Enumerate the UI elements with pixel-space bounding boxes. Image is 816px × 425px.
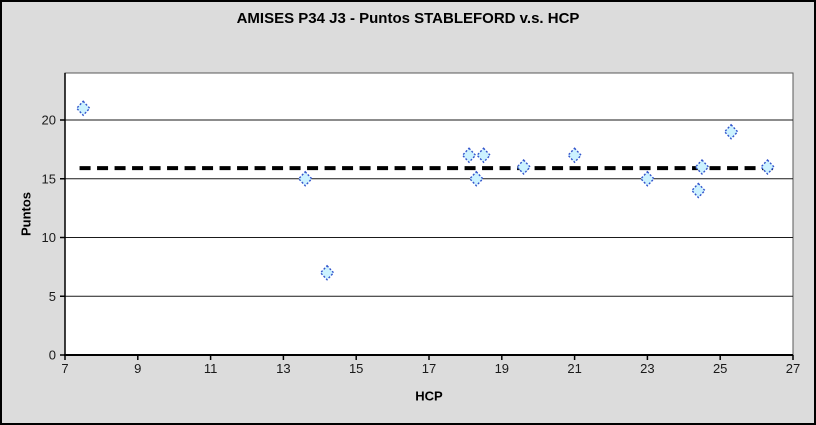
x-tick-label: 7 [61,361,68,376]
data-point-marker [476,147,492,164]
x-tick-label: 25 [713,361,727,376]
y-tick-label: 10 [42,230,56,245]
data-point-marker [461,147,477,164]
plot-background [64,72,794,356]
x-tick-label: 21 [567,361,581,376]
x-axis-title: HCP [415,388,443,404]
x-tick-label: 11 [204,361,218,376]
chart-title: AMISES P34 J3 - Puntos STABLEFORD v.s. H… [236,10,580,27]
x-tick-label: 27 [786,361,800,376]
x-tick-label: 17 [422,361,436,376]
data-point-marker [694,158,710,176]
data-point-marker [723,123,739,140]
data-point-marker [468,170,484,187]
data-point-marker [639,170,655,187]
y-tick-label: 5 [49,289,56,304]
y-tick-label: 0 [49,348,56,363]
data-point-marker [760,158,775,176]
x-tick-label: 19 [495,361,509,376]
data-point-marker [319,264,335,281]
x-tick-label: 9 [134,361,141,376]
data-point-marker [516,158,532,176]
data-point-marker [297,170,313,187]
x-tick-label: 13 [276,361,290,376]
x-tick-label: 15 [349,361,363,376]
data-point-marker [690,182,706,199]
data-point-marker [567,147,583,164]
y-tick-label: 20 [42,113,56,128]
data-point-marker [75,100,91,117]
x-tick-label: 23 [640,361,654,376]
y-tick-label: 15 [42,171,56,186]
